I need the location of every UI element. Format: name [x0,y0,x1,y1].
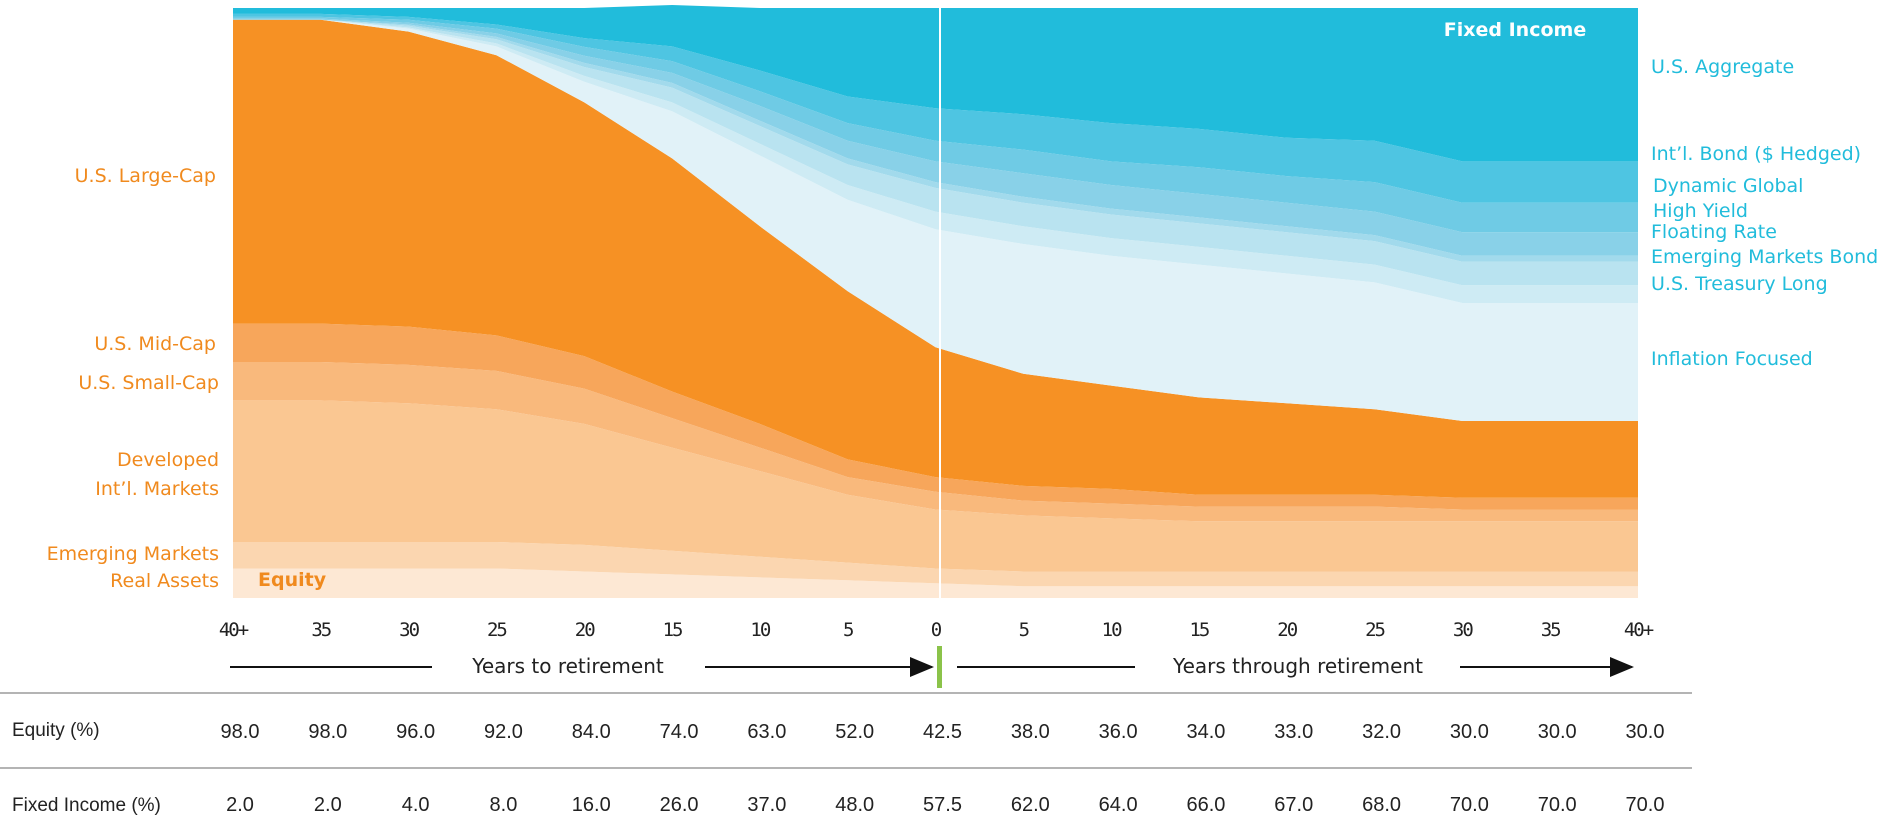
stacked-areas [233,5,1638,598]
area-inflation-focused [233,19,1638,422]
x-tick-labels: 40+ 35 30 25 20 15 10 5 0 5 10 15 20 25 30 35 40+ [219,619,1656,641]
table-row-label-equity: Equity (%) [12,720,100,741]
table-cell-fixed-income: 70.0 [1538,794,1577,816]
caption-years-to-retirement: Years to retirement [471,654,664,678]
area-u-s-mid-cap [233,323,1638,510]
table-cell-fixed-income: 37.0 [747,794,786,816]
table-cell-equity: 98.0 [221,721,260,743]
area-u-s-small-cap [233,362,1638,522]
table-cell-fixed-income: 67.0 [1274,794,1313,816]
label-us-aggregate: U.S. Aggregate [1651,56,1794,78]
area-emerging-markets [233,542,1638,587]
table-cell-equity: 38.0 [1011,721,1050,743]
label-us-large-cap: U.S. Large-Cap [75,165,216,187]
caption-years-through-retirement: Years through retirement [1172,654,1423,678]
x-tick-label: 35 [1541,619,1560,641]
table-cell-equity: 96.0 [396,721,435,743]
table-cell-equity: 30.0 [1450,721,1489,743]
table-cell-fixed-income: 4.0 [402,794,430,816]
area-u-s-aggregate [233,5,1638,162]
x-tick-label: 15 [1189,619,1208,641]
x-tick-label: 25 [1365,619,1384,641]
label-high-yield: High Yield [1653,200,1748,222]
label-us-treasury-long: U.S. Treasury Long [1651,273,1828,295]
table-cell-fixed-income: 66.0 [1186,794,1225,816]
label-inflation-focused: Inflation Focused [1651,348,1813,370]
label-dynamic-global: Dynamic Global [1653,175,1803,197]
x-tick-label: 35 [311,619,330,641]
x-tick-label: 0 [931,619,942,641]
fixed-income-label: Fixed Income [1444,19,1586,41]
label-us-mid-cap: U.S. Mid-Cap [94,333,216,355]
table-cell-equity: 32.0 [1362,721,1401,743]
table-cell-equity: 42.5 [923,721,962,743]
table-cell-fixed-income: 2.0 [226,794,254,816]
table-cell-equity: 84.0 [572,721,611,743]
x-tick-label: 20 [1277,619,1297,641]
table-cell-fixed-income: 8.0 [490,794,518,816]
label-floating-rate: Floating Rate [1651,221,1777,243]
label-emerging-markets: Emerging Markets [47,543,219,565]
x-tick-label: 10 [750,619,770,641]
left-labels: U.S. Large-Cap U.S. Mid-Cap U.S. Small-C… [47,165,219,592]
x-tick-label: 30 [1453,619,1473,641]
right-labels: U.S. Aggregate Int’l. Bond ($ Hedged) Dy… [1651,56,1878,370]
retirement-marker [937,646,942,688]
area-dynamic-global [233,16,1638,233]
x-tick-label: 5 [843,619,853,641]
area-u-s-large-cap [233,19,1638,498]
x-tick-label: 20 [575,619,595,641]
table-cell-equity: 63.0 [747,721,786,743]
table-cell-equity: 36.0 [1099,721,1138,743]
table-cell-fixed-income: 16.0 [572,794,611,816]
table-cell-equity: 52.0 [835,721,874,743]
table-cell-equity: 98.0 [308,721,347,743]
area-real-assets [233,568,1638,598]
label-real-assets: Real Assets [110,570,219,592]
table-cell-fixed-income: 48.0 [835,794,874,816]
label-developed: Developed [117,449,219,471]
table-cell-equity: 30.0 [1538,721,1577,743]
label-intl-markets: Int’l. Markets [95,478,219,500]
table-cell-equity: 30.0 [1626,721,1665,743]
x-tick-label: 40+ [219,619,249,641]
table-row-label-fixed-income: Fixed Income (%) [12,795,161,816]
table-cell-fixed-income: 2.0 [314,794,342,816]
table-cell-fixed-income: 70.0 [1626,794,1665,816]
table-cell-fixed-income: 64.0 [1099,794,1138,816]
table-cell-fixed-income: 68.0 [1362,794,1401,816]
table-cell-fixed-income: 62.0 [1011,794,1050,816]
table-cell-equity: 33.0 [1274,721,1313,743]
label-intl-bond-hedged: Int’l. Bond ($ Hedged) [1651,143,1861,165]
label-us-small-cap: U.S. Small-Cap [78,372,219,394]
table-cell-fixed-income: 57.5 [923,794,962,816]
table-cell-fixed-income: 70.0 [1450,794,1489,816]
area-developed-int-l-markets [233,400,1638,572]
x-tick-label: 15 [663,619,682,641]
x-tick-label: 40+ [1624,619,1654,641]
x-tick-label: 30 [399,619,419,641]
x-tick-label: 25 [487,619,506,641]
table-cell-equity: 92.0 [484,721,523,743]
table-cell-fixed-income: 26.0 [660,794,699,816]
table-cell-equity: 74.0 [660,721,699,743]
x-tick-label: 5 [1019,619,1029,641]
table-cell-equity: 34.0 [1186,721,1225,743]
equity-label: Equity [258,569,327,591]
label-emerging-markets-bond: Emerging Markets Bond [1651,246,1878,268]
x-tick-label: 10 [1102,619,1122,641]
allocation-table-values: 98.0 98.0 96.0 92.0 84.0 74.0 63.0 52.0 42.5 38.0… [221,721,1665,816]
